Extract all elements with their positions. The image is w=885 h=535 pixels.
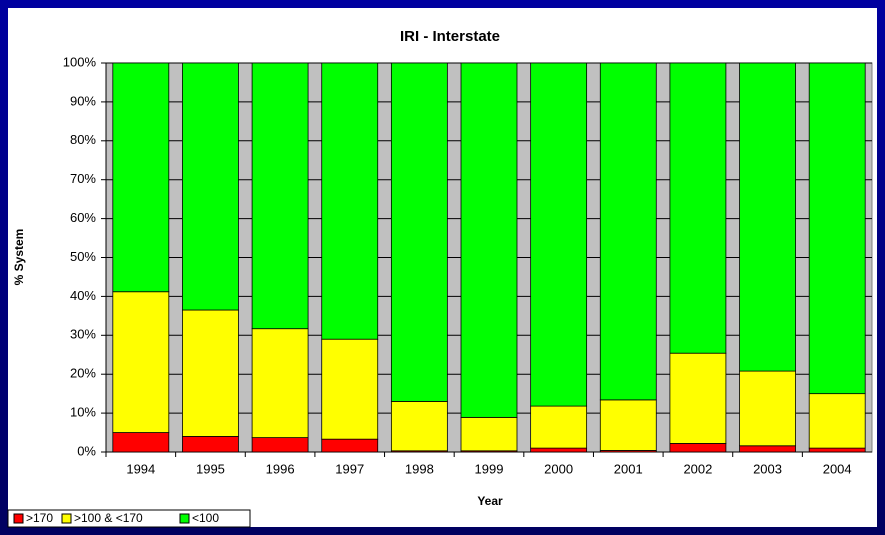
y-tick-label: 70% <box>70 171 96 186</box>
bar-segment <box>808 393 866 449</box>
bar-segment <box>251 328 309 439</box>
bar-segment <box>112 62 170 293</box>
y-tick-label: 20% <box>70 366 96 381</box>
y-tick-label: 40% <box>70 288 96 303</box>
x-axis-label: Year <box>477 494 503 508</box>
bar-segment <box>530 447 588 453</box>
bar-segment <box>182 62 239 311</box>
bar-segment <box>669 443 727 453</box>
bar-segment <box>321 438 379 453</box>
bar-segment <box>808 62 866 395</box>
y-tick-label: 0% <box>77 443 96 458</box>
legend-label: >170 <box>26 511 53 525</box>
y-tick-label: 80% <box>70 132 96 147</box>
bar-segment <box>669 62 727 354</box>
x-tick-label: 1995 <box>196 461 225 476</box>
bar-segment <box>251 62 309 330</box>
bar-segment <box>530 405 588 449</box>
y-tick-label: 90% <box>70 93 96 108</box>
y-tick-label: 50% <box>70 249 96 264</box>
bar-segment <box>182 309 239 437</box>
legend-swatch <box>61 513 72 524</box>
x-tick-label: 2002 <box>683 461 712 476</box>
x-tick-label: 2000 <box>544 461 573 476</box>
bar-segment <box>530 62 588 407</box>
bar-segment <box>599 62 657 401</box>
legend-label: <100 <box>192 511 219 525</box>
bar-segment <box>182 436 239 453</box>
chart-title: IRI - Interstate <box>400 28 500 45</box>
x-tick-label: 2003 <box>753 461 782 476</box>
x-tick-label: 1999 <box>475 461 504 476</box>
x-tick-label: 1994 <box>126 461 155 476</box>
bar-segment <box>599 399 657 451</box>
legend-label: >100 & <170 <box>74 511 143 525</box>
bar-segment <box>669 352 727 444</box>
bar-segment <box>251 437 309 453</box>
bar-segment <box>739 370 796 447</box>
legend-swatch <box>13 513 24 524</box>
bar-segment <box>390 62 448 402</box>
bar-segment <box>112 291 170 433</box>
bar-segment <box>460 416 518 452</box>
x-tick-label: 2001 <box>614 461 643 476</box>
bar-segment <box>321 338 379 440</box>
y-tick-label: 100% <box>63 54 97 69</box>
x-tick-label: 1997 <box>335 461 364 476</box>
bar-segment <box>739 62 796 372</box>
x-tick-label: 1996 <box>266 461 295 476</box>
bar-segment <box>112 432 170 453</box>
x-tick-label: 1998 <box>405 461 434 476</box>
x-tick-label: 2004 <box>823 461 852 476</box>
y-tick-label: 10% <box>70 405 96 420</box>
legend-swatch <box>179 513 190 524</box>
bar-segment <box>460 62 518 418</box>
y-axis-label: % System <box>12 229 26 286</box>
bar-segment <box>390 401 448 452</box>
bar-segment <box>321 62 379 340</box>
bar-segment <box>739 445 796 453</box>
y-tick-label: 60% <box>70 210 96 225</box>
y-tick-label: 30% <box>70 327 96 342</box>
bar-segment <box>808 447 866 453</box>
